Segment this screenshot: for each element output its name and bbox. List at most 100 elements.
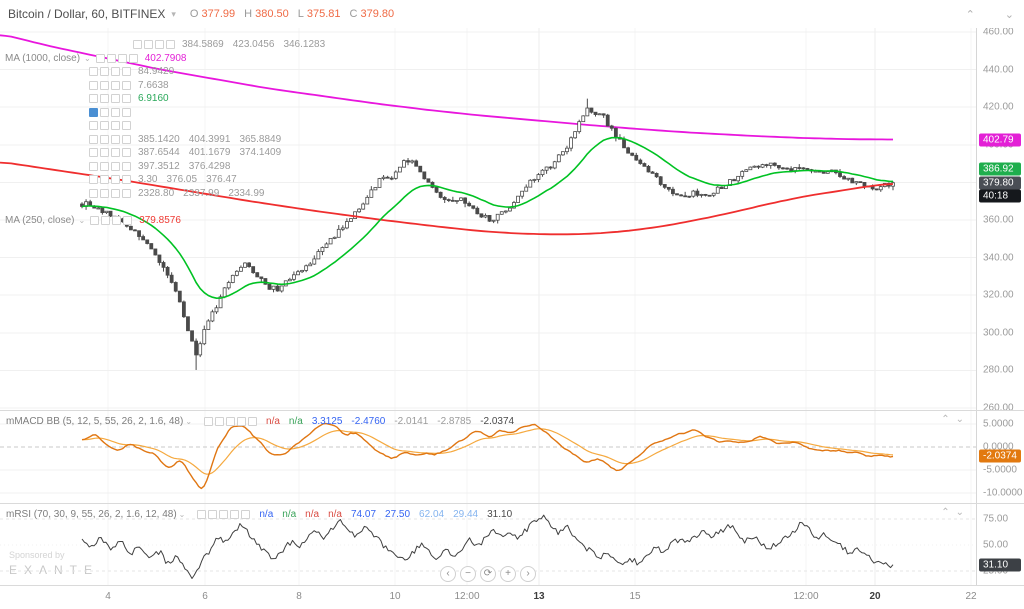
price-chart-canvas[interactable]: [0, 28, 976, 410]
chevron-down-icon[interactable]: ⌄: [78, 216, 86, 226]
legend-button[interactable]: [208, 510, 218, 519]
legend-button[interactable]: [197, 510, 207, 519]
pane-separator[interactable]: [0, 410, 1024, 411]
legend-button[interactable]: [111, 175, 120, 185]
zoom-out-button[interactable]: −: [460, 566, 476, 582]
legend-button[interactable]: [122, 107, 131, 117]
legend-button[interactable]: [89, 188, 98, 198]
pane-up-button[interactable]: ⌃: [965, 8, 975, 21]
legend-button[interactable]: [117, 53, 127, 63]
symbol-title[interactable]: Bitcoin / Dollar, 60, BITFINEX: [8, 7, 166, 21]
legend-button[interactable]: [100, 67, 109, 77]
pane-up-button[interactable]: ⌃: [941, 414, 950, 425]
legend-button[interactable]: [89, 94, 98, 104]
legend-button[interactable]: [122, 121, 131, 131]
legend-button[interactable]: [144, 40, 153, 50]
time-axis-label[interactable]: 15: [629, 591, 641, 602]
legend-button[interactable]: [122, 80, 131, 90]
price-chart-pane[interactable]: 384.5869 423.0456 346.1283 MA (1000, close)…: [0, 28, 976, 410]
chevron-down-icon[interactable]: ▾: [171, 8, 176, 19]
time-axis-label[interactable]: 12:00: [454, 591, 480, 602]
legend-button[interactable]: [100, 161, 109, 171]
legend-button[interactable]: [111, 94, 120, 104]
legend-button[interactable]: [226, 417, 236, 426]
legend-button[interactable]: [89, 134, 98, 144]
time-axis-label[interactable]: 13: [533, 591, 545, 602]
legend-button[interactable]: [248, 417, 258, 426]
legend-button[interactable]: [89, 121, 98, 131]
legend-button[interactable]: [111, 107, 120, 117]
time-axis-label[interactable]: 4: [105, 591, 111, 602]
rsi-title[interactable]: mRSI (70, 30, 9, 55, 26, 2, 1.6, 12, 48): [6, 509, 177, 520]
legend-button[interactable]: [111, 80, 120, 90]
chevron-down-icon[interactable]: ⌄: [178, 510, 186, 519]
legend-button[interactable]: [215, 417, 225, 426]
legend-button[interactable]: [241, 510, 251, 519]
legend-button[interactable]: [237, 417, 247, 426]
legend-button[interactable]: [100, 107, 109, 117]
time-axis-label[interactable]: 10: [389, 591, 401, 602]
zoom-in-button[interactable]: +: [500, 566, 516, 582]
legend-button[interactable]: [155, 40, 164, 50]
legend-button[interactable]: [100, 188, 109, 198]
legend-button[interactable]: [122, 94, 131, 104]
legend-button[interactable]: [90, 216, 100, 226]
legend-button[interactable]: [100, 134, 109, 144]
legend-button[interactable]: [111, 67, 120, 77]
legend-button[interactable]: [122, 175, 131, 185]
macd-pane[interactable]: mMACD BB (5, 12, 5, 55, 26, 2, 1.6, 48) …: [0, 411, 976, 503]
legend-button[interactable]: [100, 175, 109, 185]
legend-button[interactable]: [122, 134, 131, 144]
indicator-title[interactable]: MA (250, close): [5, 215, 75, 227]
legend-button[interactable]: [111, 188, 120, 198]
legend-button[interactable]: [111, 148, 120, 158]
pane-down-button[interactable]: ⌄: [1004, 8, 1014, 21]
macd-canvas[interactable]: [0, 411, 976, 503]
legend-button[interactable]: [111, 134, 120, 144]
time-axis-label[interactable]: 6: [202, 591, 208, 602]
legend-button[interactable]: [122, 148, 131, 158]
chevron-down-icon[interactable]: ⌄: [84, 53, 91, 63]
pane-down-button[interactable]: ⌄: [955, 414, 964, 425]
legend-button[interactable]: [89, 107, 98, 117]
time-axis[interactable]: 4 6 8 10 12:00 13 15 12:00 20 22: [0, 586, 1024, 609]
price-axis[interactable]: 460.00440.00420.00400.00380.00360.00340.…: [976, 0, 1024, 585]
reset-view-button[interactable]: ⟳: [480, 566, 496, 582]
scroll-left-button[interactable]: ‹: [440, 566, 456, 582]
scroll-right-button[interactable]: ›: [520, 566, 536, 582]
legend-button[interactable]: [204, 417, 214, 426]
legend-button[interactable]: [89, 161, 98, 171]
legend-button[interactable]: [111, 161, 120, 171]
time-axis-label[interactable]: 22: [965, 591, 977, 602]
indicator-title[interactable]: MA (1000, close): [5, 52, 81, 64]
rsi-pane[interactable]: Sponsored by EXANTE mRSI (70, 30, 9, 55,…: [0, 504, 976, 585]
legend-button[interactable]: [230, 510, 240, 519]
legend-button[interactable]: [122, 161, 131, 171]
legend-button[interactable]: [122, 67, 131, 77]
time-axis-label[interactable]: 20: [869, 591, 881, 602]
legend-button[interactable]: [133, 40, 142, 50]
legend-button[interactable]: [95, 53, 105, 63]
legend-button[interactable]: [89, 67, 98, 77]
legend-button[interactable]: [122, 188, 131, 198]
legend-button[interactable]: [101, 216, 111, 226]
chevron-down-icon[interactable]: ⌄: [185, 417, 193, 426]
time-axis-label[interactable]: 12:00: [793, 591, 819, 602]
pane-up-button[interactable]: ⌃: [941, 507, 950, 518]
time-axis-label[interactable]: 8: [296, 591, 302, 602]
pane-separator[interactable]: [0, 585, 1024, 586]
pane-separator[interactable]: [0, 503, 1024, 504]
legend-button[interactable]: [89, 175, 98, 185]
legend-button[interactable]: [89, 148, 98, 158]
legend-button[interactable]: [128, 53, 138, 63]
legend-button[interactable]: [111, 121, 120, 131]
legend-button[interactable]: [100, 80, 109, 90]
legend-button[interactable]: [100, 94, 109, 104]
legend-button[interactable]: [166, 40, 175, 50]
pane-down-button[interactable]: ⌄: [955, 507, 964, 518]
legend-button[interactable]: [89, 80, 98, 90]
legend-button[interactable]: [100, 148, 109, 158]
legend-button[interactable]: [219, 510, 229, 519]
legend-button[interactable]: [106, 53, 116, 63]
legend-button[interactable]: [100, 121, 109, 131]
